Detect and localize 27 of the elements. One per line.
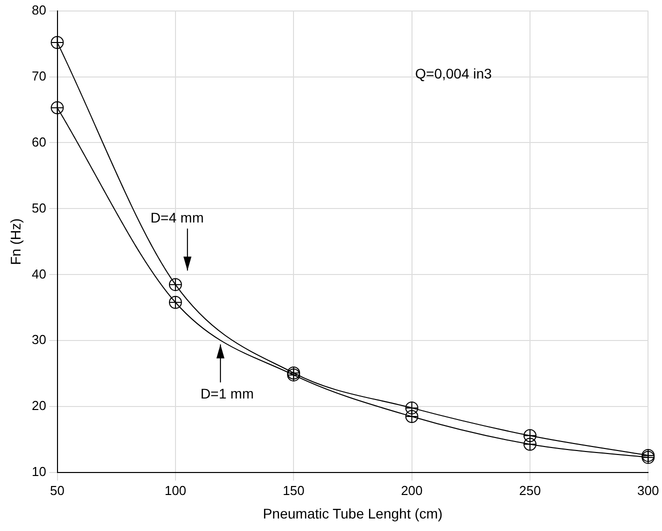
y-tick-label: 30 [32, 332, 46, 348]
y-tick-label: 70 [32, 68, 46, 84]
x-tick-label: 50 [50, 482, 64, 498]
point [405, 401, 418, 414]
x-tick-label: 300 [637, 482, 660, 498]
point [50, 101, 64, 114]
point [523, 429, 536, 442]
y-tick-label: 50 [32, 200, 46, 216]
point [405, 410, 418, 424]
x-tick-label: 200 [400, 482, 423, 498]
point [523, 438, 536, 451]
series-label: D=1 mm [200, 385, 254, 402]
x-axis-title: Pneumatic Tube Lenght (cm) [262, 505, 443, 522]
point [168, 278, 182, 292]
point [168, 296, 182, 309]
x-tick-label: 150 [282, 482, 304, 498]
y-tick-label: 20 [32, 398, 46, 414]
x-tick-label: 100 [164, 482, 186, 498]
y-tick-label: 40 [32, 266, 46, 282]
x-tick-label: 250 [519, 482, 541, 498]
series-label: D=4 mm [150, 209, 204, 226]
y-tick-label: 80 [32, 2, 46, 18]
annotation: Q=0,004 in3 [415, 66, 492, 82]
y-tick-label: 60 [32, 134, 46, 150]
point [50, 36, 64, 49]
y-tick-label: 10 [32, 464, 46, 480]
y-axis-title: Fn (Hz) [7, 218, 24, 266]
